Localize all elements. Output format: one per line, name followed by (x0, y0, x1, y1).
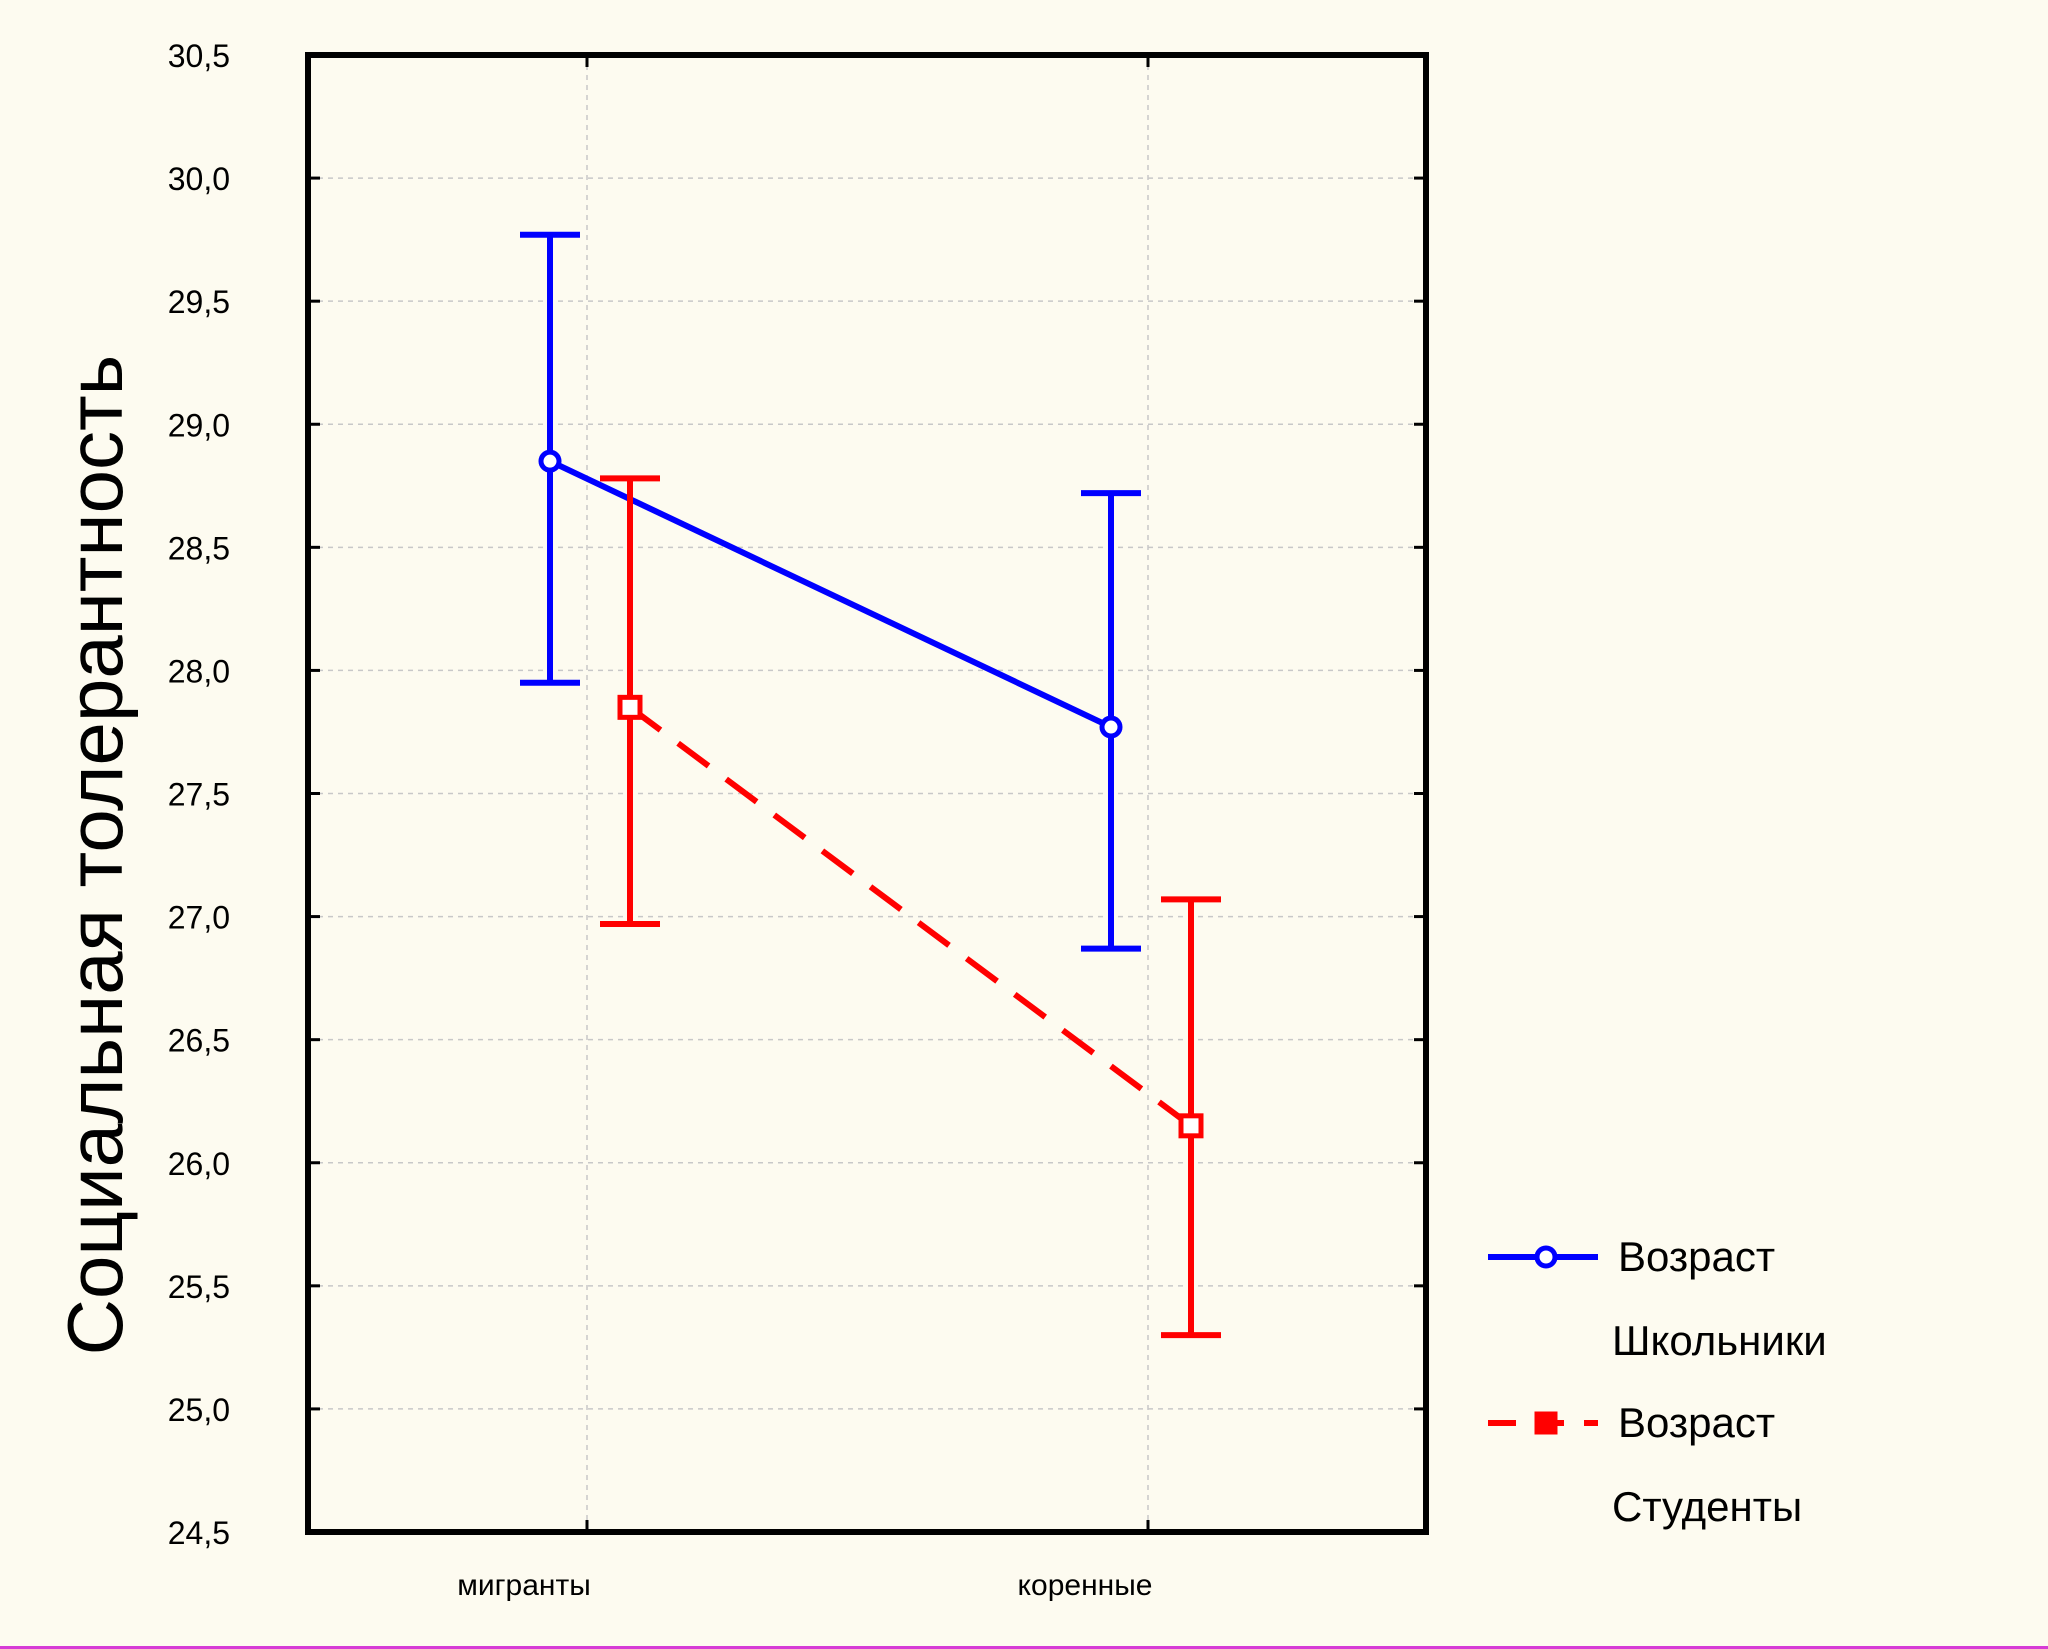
legend-group-label: Школьники (1612, 1317, 1827, 1364)
data-point (538, 449, 562, 473)
y-tick-label: 25,0 (168, 1392, 230, 1428)
x-axis-ticks: мигранты коренные (457, 55, 1152, 1602)
y-tick-label: 25,5 (168, 1269, 230, 1305)
series-line (548, 458, 1113, 730)
y-tick-label: 29,0 (168, 407, 230, 443)
y-axis-label: Социальная толерантность (51, 355, 139, 1356)
y-tick-label: 30,0 (168, 161, 230, 197)
y-tick-label: 30,5 (168, 38, 230, 74)
data-point (617, 694, 643, 720)
legend-label: Возраст (1618, 1399, 1775, 1446)
y-tick-label: 27,0 (168, 900, 230, 936)
y-tick-label: 26,5 (168, 1023, 230, 1059)
y-tick-label: 29,5 (168, 284, 230, 320)
y-tick-label: 28,5 (168, 530, 230, 566)
legend: Возраст Школьники Возраст Студенты (1488, 1233, 1827, 1530)
plot-frame (305, 52, 1429, 1535)
legend-swatch-marker (1534, 1245, 1558, 1269)
bottom-border (0, 1646, 2048, 1649)
x-tick-label: мигранты (457, 1569, 591, 1602)
data-point (1099, 715, 1123, 739)
series-layer (520, 231, 1221, 1339)
legend-label: Возраст (1618, 1233, 1775, 1280)
grid-lines (308, 55, 1426, 1532)
legend-swatch-marker (1534, 1411, 1558, 1435)
y-tick-label: 27,5 (168, 777, 230, 813)
legend-group-label: Студенты (1612, 1483, 1802, 1530)
y-tick-label: 28,0 (168, 653, 230, 689)
x-tick-label: коренные (1018, 1569, 1153, 1602)
y-axis-ticks: 24,5 25,0 25,5 26,0 26,5 27,0 27,5 28,0 28,5 29,0… (168, 38, 1426, 1551)
y-tick-label: 26,0 (168, 1146, 230, 1182)
data-point (1178, 1113, 1204, 1139)
y-tick-label: 24,5 (168, 1515, 230, 1551)
